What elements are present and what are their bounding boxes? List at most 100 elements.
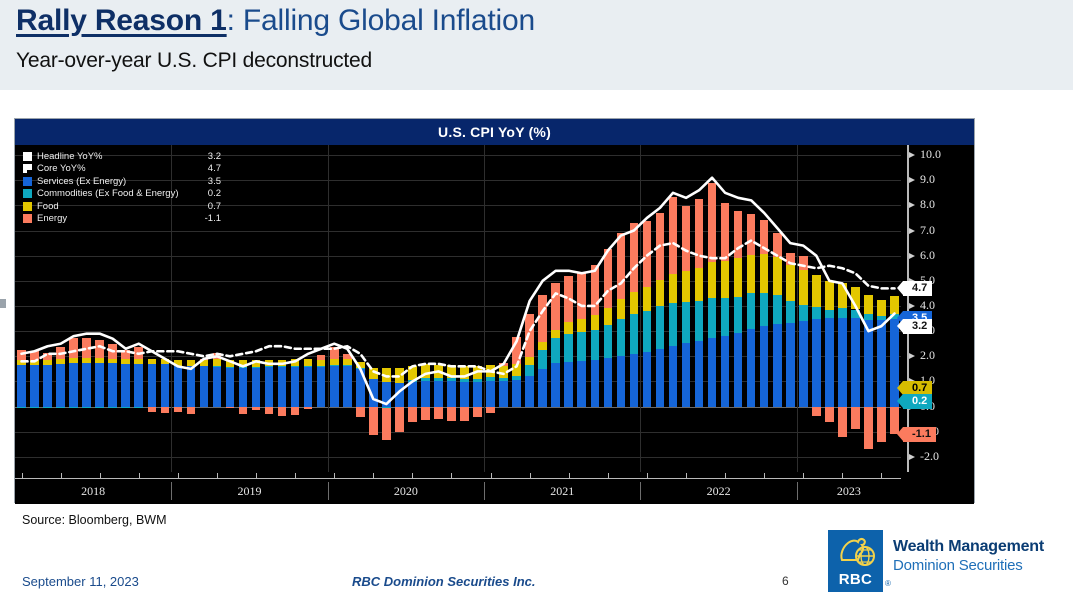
bar-column xyxy=(577,145,587,472)
core-callout: 4.7 xyxy=(896,280,933,296)
bar-segment xyxy=(720,203,730,261)
legend-item[interactable]: Energy -1.1 xyxy=(23,213,221,226)
legend-item[interactable]: Services (Ex Energy) 3.5 xyxy=(23,175,221,188)
bar-segment xyxy=(17,359,26,366)
bar-segment xyxy=(342,359,352,366)
bar-segment xyxy=(486,377,495,381)
bar-segment xyxy=(473,365,482,379)
bar-segment xyxy=(277,359,287,366)
bar-segment xyxy=(694,267,704,301)
bar-segment xyxy=(864,314,873,320)
bar-segment xyxy=(655,348,665,407)
y-axis: 10.09.08.07.06.05.04.03.02.01.00.0-1.0-2… xyxy=(896,145,976,472)
bar-segment xyxy=(134,346,144,360)
bar-segment xyxy=(825,309,834,319)
bar-column xyxy=(864,145,873,472)
energy-callout: -1.1 xyxy=(897,426,936,442)
bar-segment xyxy=(95,340,104,359)
x-axis-tick xyxy=(725,473,726,479)
bar-column xyxy=(590,145,600,472)
grid-line xyxy=(15,155,901,157)
bar-segment xyxy=(316,366,326,368)
bar-segment xyxy=(694,340,704,407)
x-axis-label: 2019 xyxy=(237,484,262,498)
bar-segment xyxy=(56,358,65,364)
bar-segment xyxy=(303,367,313,407)
bar-segment xyxy=(499,377,508,382)
rbc-logo-shield: RBC xyxy=(828,530,883,592)
callout-value: 0.2 xyxy=(912,395,928,408)
bar-segment xyxy=(512,363,521,376)
bar-segment xyxy=(434,380,443,407)
legend-item[interactable]: Food 0.7 xyxy=(23,200,221,213)
legend-item[interactable]: Headline YoY% 3.2 xyxy=(23,150,221,163)
y-axis-label: 7.0 xyxy=(920,222,935,237)
rbc-wordmark: RBC xyxy=(838,571,873,588)
callout-value: -1.1 xyxy=(912,427,931,440)
bar-column xyxy=(355,145,365,472)
bar-segment xyxy=(590,265,600,315)
bar-segment xyxy=(395,406,404,432)
tick-marker xyxy=(909,177,915,184)
bar-segment xyxy=(538,295,547,343)
bar-column xyxy=(369,145,378,472)
bar-segment xyxy=(564,361,574,407)
bar-column xyxy=(486,145,495,472)
bar-segment xyxy=(134,359,144,364)
bar-segment xyxy=(577,331,587,362)
bar-segment xyxy=(655,279,665,307)
legend-item[interactable]: Core YoY% 4.7 xyxy=(23,163,221,176)
bar-segment xyxy=(69,406,78,408)
bar-segment xyxy=(851,287,860,310)
bar-segment xyxy=(772,257,782,296)
bar-segment xyxy=(421,406,430,420)
commodities-callout: 0.2 xyxy=(896,394,933,410)
bar-segment xyxy=(681,301,691,344)
bar-segment xyxy=(277,366,287,407)
bar-segment xyxy=(707,262,717,298)
bar-segment xyxy=(342,354,352,360)
bar-segment xyxy=(629,354,639,407)
bar-segment xyxy=(877,316,886,320)
chart-container: U.S. CPI YoY (%) 10.09.08.07.06.05.04.03… xyxy=(14,118,976,504)
tick-marker xyxy=(909,252,915,259)
bar-segment xyxy=(238,406,248,414)
callout-value: 3.5 xyxy=(912,313,927,324)
bar-segment xyxy=(421,363,430,379)
bar-column xyxy=(525,145,534,472)
tick-marker xyxy=(909,152,915,159)
bar-segment xyxy=(212,366,222,368)
bar-segment xyxy=(577,273,587,320)
bar-column xyxy=(890,145,899,472)
legend-value: -1.1 xyxy=(204,213,221,225)
grid-line xyxy=(15,456,901,458)
bar-segment xyxy=(290,406,300,416)
bar-segment xyxy=(525,375,534,407)
x-axis-tick xyxy=(139,473,140,479)
x-axis-tick xyxy=(412,473,413,479)
bar-column xyxy=(603,145,613,472)
bar-segment xyxy=(486,380,495,407)
bar-segment xyxy=(147,359,157,364)
bar-segment xyxy=(785,252,795,266)
bar-segment xyxy=(408,380,417,382)
bar-segment xyxy=(82,337,91,359)
bar-segment xyxy=(525,313,534,358)
bar-column xyxy=(316,145,326,472)
bar-segment xyxy=(30,365,39,407)
chart-title: U.S. CPI YoY (%) xyxy=(438,124,551,140)
bar-segment xyxy=(642,351,652,407)
bar-segment xyxy=(160,407,170,413)
bar-segment xyxy=(772,295,782,324)
bar-segment xyxy=(329,365,339,367)
bar-column xyxy=(707,145,717,472)
bar-segment xyxy=(355,362,365,369)
bar-segment xyxy=(238,360,248,367)
bar-segment xyxy=(212,366,222,407)
legend-item[interactable]: Commodities (Ex Food & Energy) 0.2 xyxy=(23,188,221,201)
bar-segment xyxy=(486,364,495,378)
bar-segment xyxy=(473,406,482,417)
bar-segment xyxy=(238,367,248,407)
rbc-lion-globe-icon xyxy=(840,537,875,566)
bar-segment xyxy=(681,271,691,302)
